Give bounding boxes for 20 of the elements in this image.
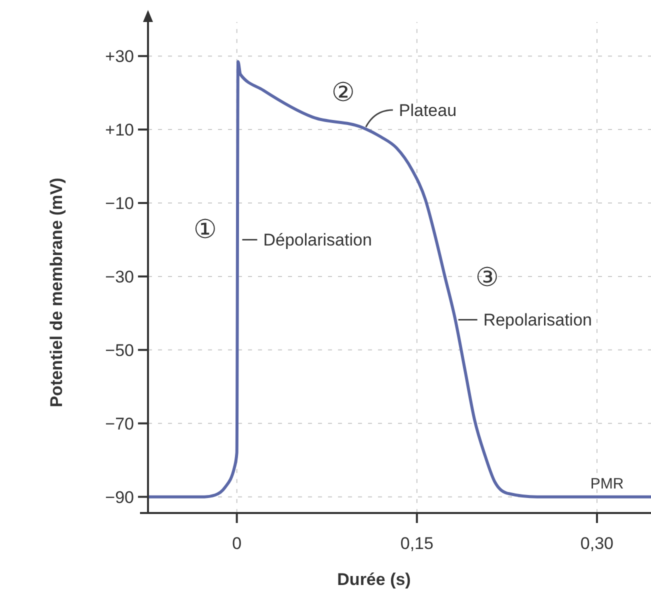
x-tick-label: 0 bbox=[232, 534, 242, 553]
y-tick-label: −30 bbox=[105, 267, 134, 286]
annotation: PMR bbox=[590, 475, 624, 492]
y-tick-label: −50 bbox=[105, 340, 134, 360]
x-tick-label: 0,30 bbox=[580, 534, 614, 553]
y-tick-label: −10 bbox=[105, 194, 134, 213]
y-tick-label: +10 bbox=[105, 120, 134, 140]
x-tick-label: 0,15 bbox=[400, 534, 434, 553]
y-tick-label: −70 bbox=[105, 414, 134, 434]
annotation: Repolarisation bbox=[483, 310, 592, 330]
y-tick-label: +30 bbox=[105, 47, 134, 66]
line-series bbox=[148, 60, 651, 498]
annotation: ① bbox=[194, 214, 216, 244]
annotation: ③ bbox=[476, 262, 498, 292]
annotation: ② bbox=[332, 77, 354, 108]
annotation: Dépolarisation bbox=[263, 230, 372, 250]
x-axis-title: Durée (s) bbox=[337, 570, 411, 589]
annotation: Plateau bbox=[398, 100, 457, 120]
y-tick-label: −90 bbox=[105, 488, 134, 507]
y-axis-title: Potentiel de membrane (mV) bbox=[47, 178, 66, 408]
